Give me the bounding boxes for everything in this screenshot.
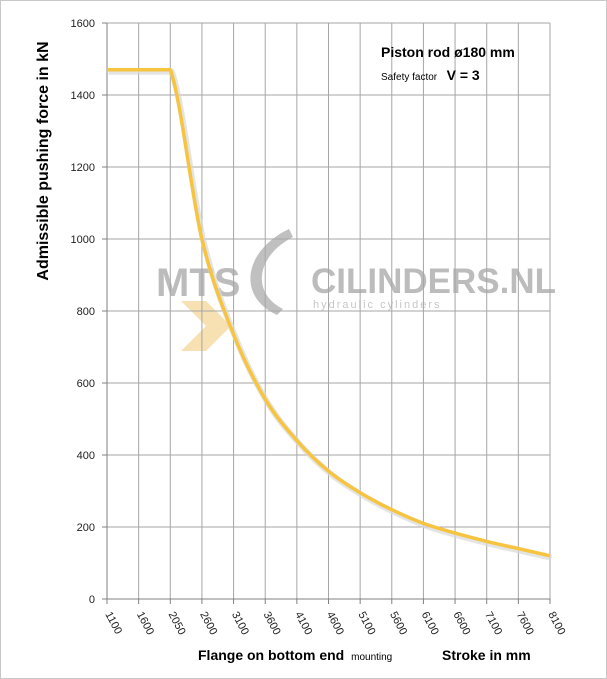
- y-tick-label: 1400: [71, 90, 95, 102]
- watermark-brand-right: CILINDERS.NL: [311, 262, 556, 301]
- x-tick-label: 1600: [134, 610, 156, 637]
- annotation-safety: Safety factor V = 3: [381, 67, 480, 84]
- x-axis-title-small: mounting: [351, 652, 392, 663]
- x-tick-label: 2600: [197, 610, 219, 637]
- x-axis-title: Flange on bottom end mounting: [198, 647, 392, 663]
- watermark-tagline: hydraulic cylinders: [313, 299, 441, 311]
- y-tick-label: 400: [77, 450, 95, 462]
- y-axis-title: Admissible pushing force in kN: [35, 41, 52, 280]
- y-tick-label: 0: [89, 594, 95, 606]
- series-line: [107, 68, 551, 558]
- y-tick-label: 1600: [71, 18, 95, 30]
- x-tick-label: 2050: [166, 610, 188, 637]
- y-tick-label: 1000: [71, 234, 95, 246]
- series-shadow: [108, 68, 553, 561]
- grid-lines: [106, 22, 551, 600]
- y-tick-label: 800: [77, 306, 95, 318]
- x-axis-title-main: Flange on bottom end: [198, 647, 344, 663]
- watermark: MTS CILINDERS.NL hydraulic cylinders: [156, 229, 556, 351]
- x-tick-label: 1100: [102, 610, 124, 637]
- x-tick-label: 3100: [229, 610, 251, 637]
- x-tick-labels: 1100 1600 2050 2600 3100 3600 4100 4600 5100 5600…: [102, 610, 567, 637]
- y-tick-label: 600: [77, 378, 95, 390]
- x-tick-label: 7100: [482, 610, 504, 637]
- y-tick-label: 200: [77, 522, 95, 534]
- x-tick-label: 4100: [292, 610, 314, 637]
- x-tick-label: 5600: [387, 610, 409, 637]
- annotation-title: Piston rod ø180 mm: [381, 44, 515, 60]
- x-tick-label: 3600: [261, 610, 283, 637]
- x-axis-title-right: Stroke in mm: [442, 647, 531, 663]
- x-tick-label: 5100: [355, 610, 377, 637]
- annotation-safety-label: Safety factor: [381, 72, 438, 83]
- x-tick-label: 6100: [419, 610, 441, 637]
- x-tick-label: 4600: [324, 610, 346, 637]
- y-tick-label: 1200: [71, 162, 95, 174]
- annotation-safety-value: V = 3: [447, 67, 480, 83]
- watermark-brand-left: MTS: [156, 261, 240, 305]
- x-tick-label: 8100: [545, 610, 567, 637]
- x-tick-label: 6600: [450, 610, 472, 637]
- y-tick-labels: 0 200 400 600 800 1000 1200 1400 1600: [71, 18, 95, 606]
- x-tick-label: 7600: [514, 610, 536, 637]
- watermark-swoosh-icon: [250, 229, 293, 315]
- plot-area: [102, 22, 551, 604]
- series-layer: [107, 68, 553, 561]
- watermark-x-icon: [181, 301, 231, 351]
